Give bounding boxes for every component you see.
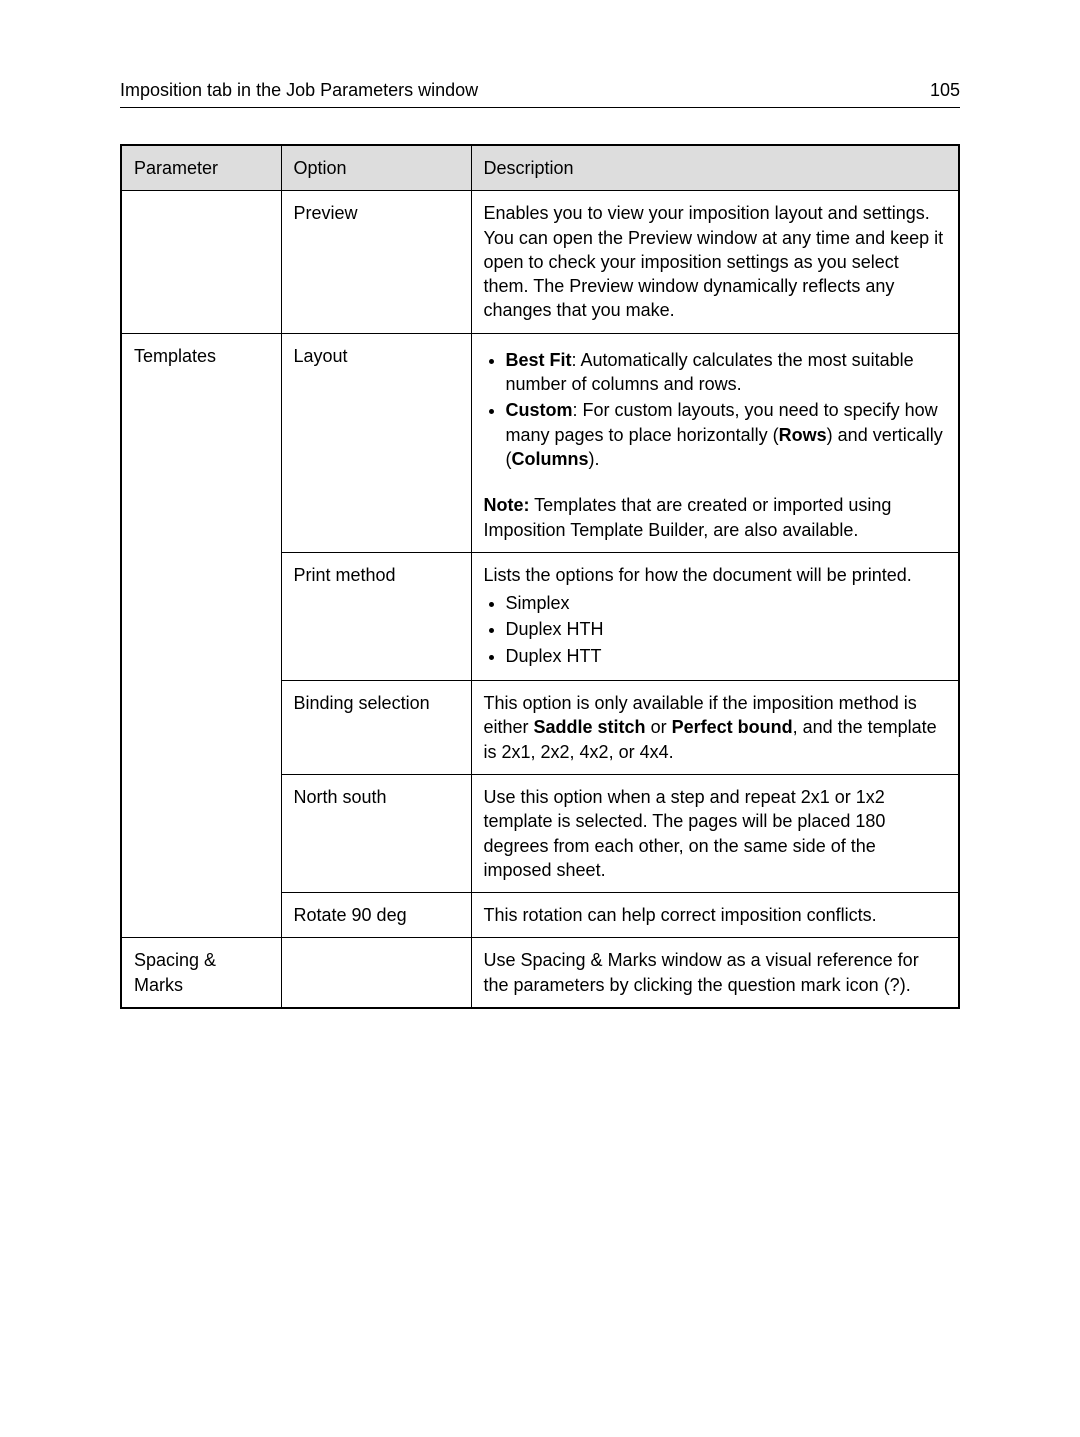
binding-text-b: or: [646, 717, 672, 737]
col-description: Description: [471, 145, 959, 191]
cell-description: This option is only available if the imp…: [471, 681, 959, 775]
list-item: Duplex HTH: [506, 617, 947, 641]
cell-parameter-empty: [121, 483, 281, 552]
table-row: Spacing & Marks Use Spacing & Marks wind…: [121, 938, 959, 1008]
list-item: Duplex HTT: [506, 644, 947, 668]
layout-bestfit-label: Best Fit: [506, 350, 572, 370]
col-option: Option: [281, 145, 471, 191]
cell-parameter: Templates: [121, 333, 281, 483]
header-page-number: 105: [930, 80, 960, 101]
layout-bullets: Best Fit: Automatically calculates the m…: [484, 348, 947, 471]
cell-option: Layout: [281, 333, 471, 483]
cell-description: This rotation can help correct impositio…: [471, 893, 959, 938]
header-title: Imposition tab in the Job Parameters win…: [120, 80, 478, 101]
cell-description: Use this option when a step and repeat 2…: [471, 774, 959, 892]
table-row: Preview Enables you to view your imposit…: [121, 191, 959, 333]
cell-option: Rotate 90 deg: [281, 893, 471, 938]
cell-option: North south: [281, 774, 471, 892]
table-row: North south Use this option when a step …: [121, 774, 959, 892]
list-item: Best Fit: Automatically calculates the m…: [506, 348, 947, 397]
binding-b2: Perfect bound: [672, 717, 793, 737]
cell-option: [281, 938, 471, 1008]
table-row: Rotate 90 deg This rotation can help cor…: [121, 893, 959, 938]
table-row: Binding selection This option is only av…: [121, 681, 959, 775]
table-row: Print method Lists the options for how t…: [121, 552, 959, 680]
cell-description: Lists the options for how the document w…: [471, 552, 959, 680]
layout-note-text: Templates that are created or imported u…: [484, 495, 892, 539]
cell-option: Preview: [281, 191, 471, 333]
print-method-bullets: Simplex Duplex HTH Duplex HTT: [484, 591, 947, 668]
page: Imposition tab in the Job Parameters win…: [0, 0, 1080, 1049]
cell-parameter: [121, 681, 281, 775]
layout-rows-label: Rows: [779, 425, 827, 445]
layout-custom-label: Custom: [506, 400, 573, 420]
table-row: Note: Templates that are created or impo…: [121, 483, 959, 552]
list-item: Custom: For custom layouts, you need to …: [506, 398, 947, 471]
cell-option-empty: [281, 483, 471, 552]
col-parameter: Parameter: [121, 145, 281, 191]
cell-parameter: [121, 552, 281, 680]
layout-note-label: Note:: [484, 495, 530, 515]
cell-description: Best Fit: Automatically calculates the m…: [471, 333, 959, 483]
list-item: Simplex: [506, 591, 947, 615]
binding-b1: Saddle stitch: [534, 717, 646, 737]
print-method-intro: Lists the options for how the document w…: [484, 563, 947, 587]
page-header: Imposition tab in the Job Parameters win…: [120, 80, 960, 108]
parameters-table: Parameter Option Description Preview Ena…: [120, 144, 960, 1009]
layout-custom-text-c: ).: [589, 449, 600, 469]
cell-option: Binding selection: [281, 681, 471, 775]
cell-description: Note: Templates that are created or impo…: [471, 483, 959, 552]
cell-description: Enables you to view your imposition layo…: [471, 191, 959, 333]
cell-parameter: [121, 774, 281, 892]
cell-parameter: [121, 893, 281, 938]
cell-option: Print method: [281, 552, 471, 680]
table-header-row: Parameter Option Description: [121, 145, 959, 191]
layout-columns-label: Columns: [512, 449, 589, 469]
cell-description: Use Spacing & Marks window as a visual r…: [471, 938, 959, 1008]
cell-parameter: [121, 191, 281, 333]
cell-parameter: Spacing & Marks: [121, 938, 281, 1008]
table-row: Templates Layout Best Fit: Automatically…: [121, 333, 959, 483]
